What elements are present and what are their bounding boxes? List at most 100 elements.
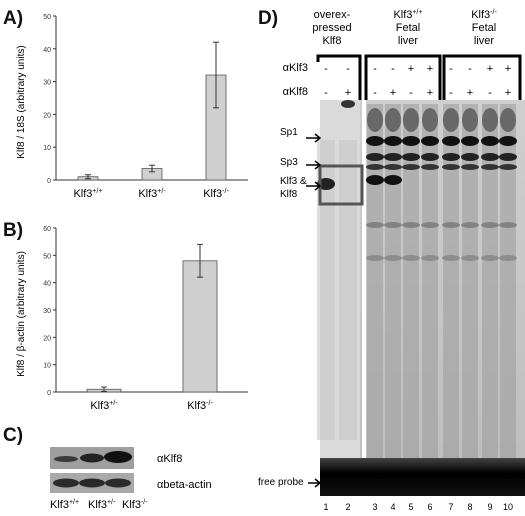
band-faint — [421, 222, 439, 228]
band-faint — [384, 222, 402, 228]
band-sp1 — [421, 136, 439, 146]
sign-cell: - — [449, 63, 453, 75]
lane-smear — [385, 104, 401, 459]
band-faint — [421, 255, 439, 261]
category-label: Klf3-/- — [187, 400, 213, 412]
sign-cell: + — [467, 87, 473, 99]
band-sp3 — [442, 164, 460, 170]
sign-cell: - — [373, 63, 377, 75]
band-klf8-lane3 — [104, 451, 132, 463]
sign-cell: - — [391, 63, 395, 75]
row-label-aklf3: αKlf3 — [283, 62, 308, 74]
bracket-group2 — [364, 54, 442, 104]
band-sp3-upper — [421, 153, 439, 161]
sign-cell: + — [487, 63, 493, 75]
band-upper — [482, 108, 498, 132]
band-sp1 — [499, 136, 517, 146]
lane-number: 9 — [487, 502, 492, 512]
chart-a: Klf8 / 18S (arbitrary units) 0 10 20 30 40 50… — [16, 14, 248, 200]
band-upper — [462, 108, 478, 132]
western-label-actin: αbeta-actin — [157, 479, 212, 491]
band-sp1 — [384, 136, 402, 146]
sign-cell: - — [324, 87, 328, 99]
band-klf3 — [384, 175, 402, 185]
lane-smear — [500, 104, 516, 459]
lane-smear — [317, 140, 335, 440]
band-sp3-upper — [442, 153, 460, 161]
sign-cell: + — [427, 63, 433, 75]
band-faint — [366, 255, 384, 261]
group2-header: Klf3+/+ Fetal liver — [393, 9, 422, 47]
sign-cell: - — [346, 63, 350, 75]
band-label-sp1: Sp1 — [280, 127, 298, 138]
bar — [182, 260, 218, 393]
lane-numbers: 1 2 3 4 5 6 7 8 9 10 — [323, 502, 513, 512]
lane-smear — [422, 104, 438, 459]
sign-grid: - - - - + + - - + + - + - + - + - + - + — [324, 63, 511, 99]
y-tick-label: 50 — [43, 253, 51, 260]
y-tick-label: 0 — [47, 390, 51, 397]
band-faint — [461, 222, 479, 228]
chart-b: Klf8 / β-actin (arbitrary units) 0 10 20 30… — [16, 226, 248, 412]
group3-header: Klf3-/-Fetal liver — [471, 9, 497, 47]
band-sp3-upper — [402, 153, 420, 161]
y-tick-label: 20 — [43, 112, 51, 119]
sign-cell: - — [488, 87, 492, 99]
lane-number: 8 — [467, 502, 472, 512]
band-label-sp3: Sp3 — [280, 157, 298, 168]
sign-cell: - — [468, 63, 472, 75]
sign-cell: + — [390, 87, 396, 99]
group1-header: overex-pressed Klf8 — [312, 9, 351, 47]
western-label-klf8: αKlf8 — [157, 453, 182, 465]
free-probe-band — [320, 458, 525, 496]
western-lane-labels: Klf3+/+ Klf3+/- Klf3-/- — [50, 495, 148, 511]
band-faint — [402, 222, 420, 228]
y-tick-label: 10 — [43, 145, 51, 152]
sign-cell: + — [427, 87, 433, 99]
band-upper — [443, 108, 459, 132]
row-label-aklf8: αKlf8 — [283, 86, 308, 98]
band-faint — [481, 222, 499, 228]
band-sp3-upper — [366, 153, 384, 161]
y-tick-label: 0 — [47, 178, 51, 185]
lane-number: 10 — [503, 502, 513, 512]
band-sp3 — [384, 164, 402, 170]
sign-cell: + — [505, 63, 511, 75]
band-faint — [499, 255, 517, 261]
y-tick-label: 60 — [43, 226, 51, 233]
lane-smear — [443, 104, 459, 459]
band-upper — [403, 108, 419, 132]
gel-gap — [362, 100, 366, 496]
band-faint — [499, 222, 517, 228]
band-faint — [384, 255, 402, 261]
band-sp3 — [366, 164, 384, 170]
chart-a-ylabel: Klf8 / 18S (arbitrary units) — [16, 45, 27, 158]
band-upper — [385, 108, 401, 132]
band-sp1 — [461, 136, 479, 146]
bracket-group1 — [316, 54, 362, 104]
category-label: Klf3+/+ — [73, 188, 102, 200]
sign-cell: + — [408, 63, 414, 75]
band-faint — [402, 255, 420, 261]
category-label: Klf3-/- — [203, 188, 229, 200]
chart-b-ylabel: Klf8 / β-actin (arbitrary units) — [16, 251, 27, 377]
y-tick-label: 10 — [43, 363, 51, 370]
lane-number: 1 — [323, 502, 328, 512]
band-actin-lane1 — [53, 478, 79, 488]
lane-number: 2 — [345, 502, 350, 512]
y-tick-label: 40 — [43, 47, 51, 54]
western-blot-c: αKlf8 αbeta-actin Klf3+/+ Klf3+/- Klf3-/… — [50, 447, 212, 511]
band-upper — [500, 108, 516, 132]
band-sp1 — [442, 136, 460, 146]
band-label-free-probe: free probe — [258, 477, 304, 488]
panel-label-d: D) — [258, 8, 279, 29]
band-klf8-lane1 — [54, 456, 78, 462]
bracket-group3 — [442, 54, 522, 104]
arrow-free-probe — [308, 478, 322, 488]
band-sp3-upper — [384, 153, 402, 161]
sign-cell: - — [373, 87, 377, 99]
lane-number: 6 — [427, 502, 432, 512]
category-label: Klf3+/- — [138, 188, 166, 200]
y-tick-label: 50 — [43, 14, 51, 21]
band-sp3 — [499, 164, 517, 170]
